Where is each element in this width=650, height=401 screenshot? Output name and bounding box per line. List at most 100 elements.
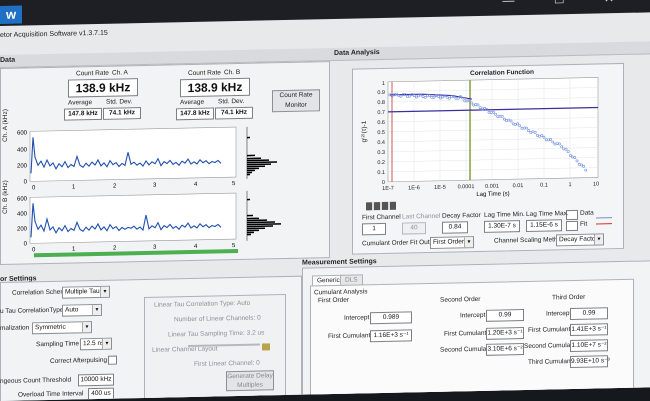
correlation-data-point	[535, 133, 539, 137]
legend-data-label: Data	[580, 209, 594, 217]
normalization-select[interactable]: Symmetric ▼	[32, 321, 92, 335]
overload-interval-label: Overload Time Interval	[18, 390, 84, 399]
first-order-cumulant: 1.16E+3 s⁻¹	[370, 329, 412, 343]
count-rate-b-stddev-label: Std. Dev.	[218, 97, 245, 106]
correlation-xtick: 1E-5	[434, 185, 446, 191]
correlation-data-point	[584, 168, 588, 172]
third-order-third-label: Third Cumulant	[528, 358, 573, 366]
correlation-ytick: 0.2	[377, 160, 385, 166]
second-order-second: 3.10E+6 s⁻²	[486, 343, 524, 356]
cumulant-order-select[interactable]: First Order ▼	[430, 236, 474, 249]
correlation-data-point	[423, 95, 427, 99]
folder-icon[interactable]	[262, 343, 270, 351]
correlation-data-point	[432, 95, 436, 99]
plot-b: 600 400 200 0 0 1 2 3 4 5	[17, 192, 237, 253]
plot-a-trace	[30, 137, 222, 174]
correlation-data-point	[549, 138, 553, 141]
lag-time-max-label: Lag Time Max.	[526, 210, 569, 218]
correlation-scheme-label: Correlation Scheme	[12, 288, 70, 297]
correlation-xtick: 1E-7	[382, 186, 394, 192]
first-channel-input[interactable]: 1	[362, 222, 386, 236]
correlation-data-point	[443, 94, 447, 98]
count-rate-b-stddev: 74.1 kHz	[215, 106, 253, 120]
normalization-label: malization	[0, 324, 30, 332]
plot-a-xtick: 4	[194, 182, 198, 188]
correlation-title: Correlation Function	[470, 68, 534, 78]
correlation-data-point	[408, 94, 412, 98]
channel-scaling-label: Channel Scaling Method	[494, 236, 565, 245]
plot-b-xtick: 0	[32, 247, 36, 253]
correlation-data-point	[500, 115, 504, 118]
plot-a-xtick: 2	[113, 184, 117, 190]
plot-b-ytick: 400	[17, 211, 28, 217]
channel-scaling-select[interactable]: Decay Factor ▼	[556, 233, 604, 247]
sampling-time-select[interactable]: 12.5 ns ▼	[80, 337, 112, 351]
correlation-data-point	[390, 94, 394, 98]
plot-b-xtick: 2	[113, 246, 117, 252]
correct-afterpulsing-checkbox[interactable]	[108, 355, 117, 365]
last-channel-input[interactable]: 40	[402, 222, 426, 235]
plot-a-xtick: 1	[72, 184, 76, 190]
correlation-data-point	[491, 110, 495, 114]
correlation-data-point	[551, 140, 555, 144]
chevron-down-icon: ▼	[594, 234, 603, 245]
correlation-xtick: 1E-6	[408, 185, 420, 191]
overload-interval-input[interactable]: 400 us	[88, 387, 114, 401]
title-bar: w — ☐ ✕	[0, 0, 650, 26]
correlation-data-point	[470, 101, 473, 105]
lag-time-min-value: 1.30E-7 s	[484, 220, 520, 233]
plot-a-ytick: 200	[17, 163, 28, 169]
correlation-ytick: 0	[382, 180, 385, 186]
correlation-data-point	[582, 164, 586, 168]
count-rate-b-average-label: Average	[180, 98, 205, 107]
chevron-down-icon: ▼	[82, 322, 91, 333]
count-threshold-input[interactable]: 10000 kHz	[78, 373, 114, 387]
correlation-scheme-select[interactable]: Multiple Tau ▼	[62, 285, 110, 299]
correlation-xtick: 0.01	[513, 183, 524, 189]
correlation-type-select[interactable]: Auto ▼	[62, 303, 102, 317]
correlation-data-point	[560, 145, 564, 149]
chevron-down-icon: ▼	[464, 237, 473, 248]
correlation-data-point	[439, 96, 443, 100]
window-controls[interactable]: — ☐ ✕	[503, 0, 632, 7]
count-rate-monitor-button[interactable]: Count Rate Monitor	[272, 89, 320, 113]
correlation-data-point	[395, 92, 399, 96]
correlation-data-point	[518, 124, 522, 128]
correlation-data-point	[437, 94, 440, 98]
fit-line	[388, 106, 598, 113]
count-rate-b-average: 147.8 kHz	[176, 107, 214, 121]
linear-layout-label: Linear Channel Layout	[152, 345, 218, 354]
correlation-data-point	[527, 129, 531, 132]
correlation-xtick: 10	[593, 181, 599, 187]
correlation-data-point	[467, 99, 471, 102]
correlation-data-point	[575, 159, 579, 163]
plot-a-xtick: 5	[232, 181, 236, 187]
correlation-data-point	[557, 142, 561, 146]
data-analysis-section-title: Data Analysis	[334, 49, 380, 58]
correlation-data-point	[579, 163, 583, 167]
correlation-data-point	[476, 103, 480, 107]
generate-delay-multiples-button[interactable]: Generate Delay Multiples	[226, 370, 274, 392]
chevron-down-icon: ▼	[100, 286, 109, 297]
decay-factor-input[interactable]: 0.84	[442, 221, 468, 234]
third-order-first-label: First Cumulant	[528, 326, 571, 334]
count-threshold-label: ngeous Count Threshold	[0, 376, 72, 385]
last-channel-label: Last Channel	[402, 212, 441, 221]
second-order-intercept: 0.99	[486, 309, 524, 322]
third-order-second: 1.10E+7 s⁻²	[570, 339, 608, 353]
app-logo-icon: w	[0, 5, 22, 24]
correlation-data-point	[502, 117, 506, 121]
correlation-type-label: u Tau CorrelationType	[0, 306, 64, 315]
plot-b-xtick: 3	[153, 245, 157, 251]
legend-fit-checkbox[interactable]	[566, 220, 578, 232]
correlation-plot: 1 0.9 0.8 0.7 0.6 0.5 0.4 0.3 0.2 0.1 0 …	[377, 77, 599, 198]
second-order-first: 1.20E+3 s⁻¹	[486, 327, 524, 340]
correlation-data-point	[524, 126, 528, 130]
plot-a-ytick: 0	[24, 179, 28, 185]
plot-toolbar[interactable]	[366, 201, 396, 211]
correlation-data-point	[533, 131, 537, 134]
decay-factor-label: Decay Factor	[442, 211, 481, 220]
plot-b-trace	[30, 203, 222, 238]
count-rate-a-average-label: Average	[68, 99, 93, 107]
correlation-ytick: 0.3	[377, 150, 385, 156]
